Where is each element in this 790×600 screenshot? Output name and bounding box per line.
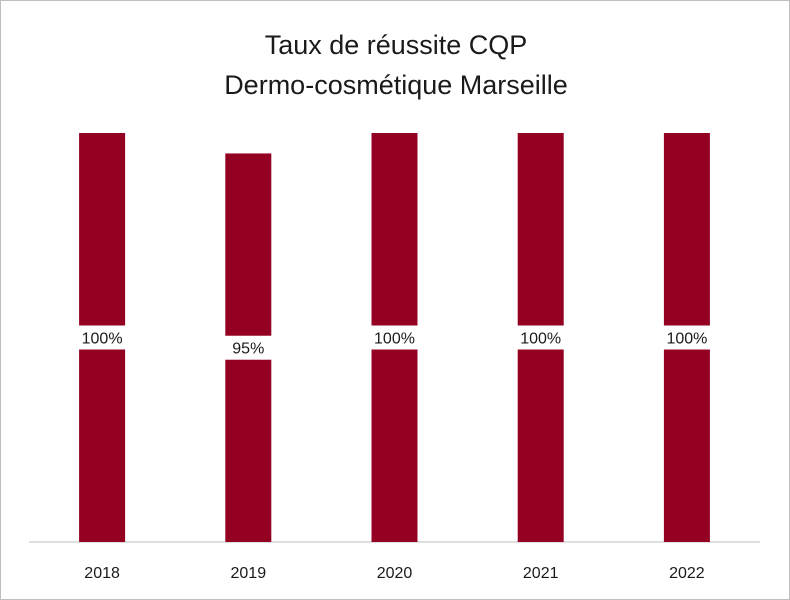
data-label-background — [75, 325, 130, 350]
data-label-2020: 100% — [374, 331, 415, 348]
data-label-background — [513, 325, 568, 350]
data-label-background — [221, 335, 276, 360]
data-label-2022: 100% — [666, 331, 707, 348]
x-tick-label-2018: 2018 — [84, 565, 120, 582]
data-label-2018: 100% — [82, 331, 123, 348]
x-tick-label-2021: 2021 — [523, 565, 559, 582]
chart-title: Taux de réussite CQP — [264, 30, 528, 60]
chart-subtitle: Dermo-cosmétique Marseille — [224, 70, 568, 100]
x-tick-label-2020: 2020 — [377, 565, 413, 582]
data-label-2021: 100% — [520, 331, 561, 348]
data-label-background — [367, 325, 422, 350]
data-label-background — [659, 325, 714, 350]
x-tick-label-2019: 2019 — [231, 565, 267, 582]
data-label-2019: 95% — [232, 341, 264, 358]
x-tick-label-2022: 2022 — [669, 565, 705, 582]
